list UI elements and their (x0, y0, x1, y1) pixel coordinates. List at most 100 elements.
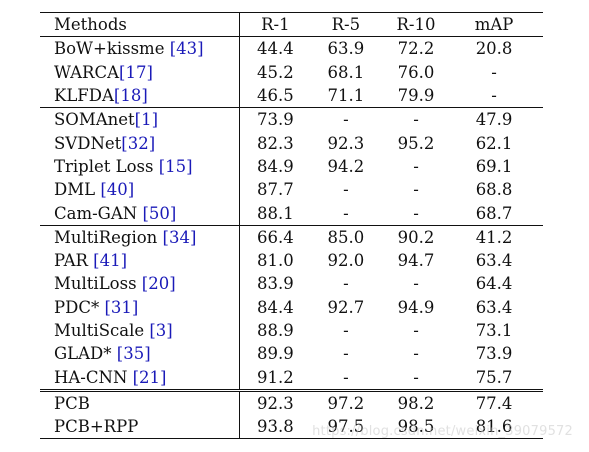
r5-cell: 97.5 (327, 417, 365, 437)
citation-link[interactable]: [34] (162, 227, 197, 247)
table-row: GLAD* [35] 89.9 - - 73.9 (40, 342, 543, 366)
table-row: HA-CNN [21] 91.2 - - 75.7 (40, 365, 543, 391)
map-cell: 20.8 (475, 39, 513, 59)
citation-link[interactable]: [43] (169, 39, 204, 59)
method-name: BoW+kissme (54, 39, 170, 59)
r10-cell: 94.7 (397, 251, 435, 271)
method-name: DML (54, 180, 101, 200)
r10-cell: - (413, 367, 419, 387)
table-row: DML [40] 87.7 - - 68.8 (40, 178, 543, 202)
method-name: MultiLoss (54, 274, 142, 294)
citation-link[interactable]: [21] (132, 367, 167, 387)
header-r10: R-10 (396, 15, 436, 35)
method-name: MultiRegion (54, 227, 163, 247)
method-name: HA-CNN (54, 367, 133, 387)
map-cell: 75.7 (475, 367, 513, 387)
method-cell: PCB (40, 390, 240, 416)
method-cell: PCB+RPP (40, 415, 240, 439)
r5-cell: 63.9 (327, 39, 365, 59)
method-name: Cam-GAN (54, 203, 143, 223)
method-name: SOMAnet (54, 110, 135, 130)
r1-cell: 89.9 (256, 344, 294, 364)
header-r5: R-5 (331, 15, 361, 35)
map-cell: 64.4 (475, 274, 513, 294)
citation-link[interactable]: [50] (142, 203, 177, 223)
method-cell: MultiLoss [20] (40, 272, 240, 296)
r5-cell: 97.2 (327, 393, 365, 413)
table-row: MultiScale [3] 88.9 - - 73.1 (40, 318, 543, 343)
header-r1: R-1 (261, 15, 290, 35)
citation-link[interactable]: [3] (149, 321, 173, 340)
r10-cell: 95.2 (397, 133, 435, 153)
table-row: KLFDA[18] 46.5 71.1 79.9 - (40, 83, 543, 108)
map-cell: 77.4 (475, 393, 513, 413)
table-row: WARCA[17] 45.2 68.1 76.0 - (40, 60, 543, 84)
r10-cell: - (413, 203, 419, 223)
method-cell: SVDNet[32] (40, 131, 240, 155)
map-cell: 68.7 (475, 203, 513, 223)
method-name: PDC* (54, 297, 105, 317)
r1-cell: 82.3 (256, 133, 294, 153)
header-row: Methods R-1 R-5 R-10 mAP (40, 12, 543, 37)
r1-cell: 83.9 (256, 274, 294, 294)
r1-cell: 45.2 (256, 62, 294, 82)
citation-link[interactable]: [17] (119, 62, 153, 82)
method-name: SVDNet (54, 133, 122, 153)
r5-cell: 92.3 (327, 133, 365, 153)
map-cell: 41.2 (475, 227, 513, 247)
map-cell: 62.1 (475, 133, 513, 153)
citation-link[interactable]: [41] (93, 251, 128, 271)
method-cell: PDC* [31] (40, 295, 240, 319)
citation-link[interactable]: [32] (121, 133, 156, 153)
r10-cell: - (413, 344, 419, 364)
citation-link[interactable]: [1] (134, 110, 159, 130)
r10-cell: 72.2 (397, 39, 435, 59)
r1-cell: 46.5 (256, 86, 294, 106)
map-cell: 81.6 (475, 417, 513, 437)
citation-link[interactable]: [20] (141, 274, 176, 294)
r1-cell: 66.4 (256, 227, 294, 247)
r1-cell: 44.4 (256, 39, 294, 59)
method-cell: Triplet Loss [15] (40, 154, 240, 179)
r10-cell: 98.2 (397, 393, 435, 413)
r5-cell: - (343, 180, 349, 200)
r5-cell: 68.1 (327, 62, 365, 82)
r10-cell: 76.0 (397, 62, 435, 82)
r10-cell: - (413, 110, 419, 130)
citation-link[interactable]: [15] (158, 156, 193, 176)
citation-link[interactable]: [35] (116, 344, 151, 364)
citation-link[interactable]: [31] (104, 297, 139, 317)
r1-cell: 84.9 (256, 156, 294, 176)
r5-cell: - (343, 203, 349, 223)
citation-link[interactable]: [18] (113, 86, 148, 106)
method-cell: MultiRegion [34] (40, 225, 240, 249)
r1-cell: 73.9 (256, 110, 294, 130)
map-cell: - (491, 62, 497, 82)
r10-cell: 94.9 (397, 297, 435, 317)
method-cell: BoW+kissme [43] (40, 36, 240, 61)
header-map: mAP (474, 15, 514, 35)
method-cell: GLAD* [35] (40, 342, 240, 366)
r5-cell: 85.0 (327, 227, 365, 247)
r1-cell: 81.0 (256, 251, 294, 271)
method-cell: HA-CNN [21] (40, 365, 240, 391)
r10-cell: - (413, 156, 419, 176)
r5-cell: - (343, 321, 349, 340)
r5-cell: - (343, 344, 349, 364)
map-cell: 68.8 (475, 180, 513, 200)
r10-cell: - (413, 274, 419, 294)
map-cell: 69.1 (475, 156, 513, 176)
r10-cell: 90.2 (397, 227, 435, 247)
map-cell: 47.9 (475, 110, 513, 130)
method-name: PCB+RPP (54, 417, 139, 437)
r5-cell: - (343, 110, 349, 130)
r1-cell: 92.3 (256, 393, 294, 413)
citation-link[interactable]: [40] (100, 180, 135, 200)
r1-cell: 93.8 (256, 417, 294, 437)
r5-cell: 92.0 (327, 251, 365, 271)
method-cell: DML [40] (40, 178, 240, 202)
r5-cell: 71.1 (327, 86, 365, 106)
r5-cell: 92.7 (327, 297, 365, 317)
table-row: MultiRegion [34] 66.4 85.0 90.2 41.2 (40, 225, 543, 249)
method-cell: PAR [41] (40, 248, 240, 273)
